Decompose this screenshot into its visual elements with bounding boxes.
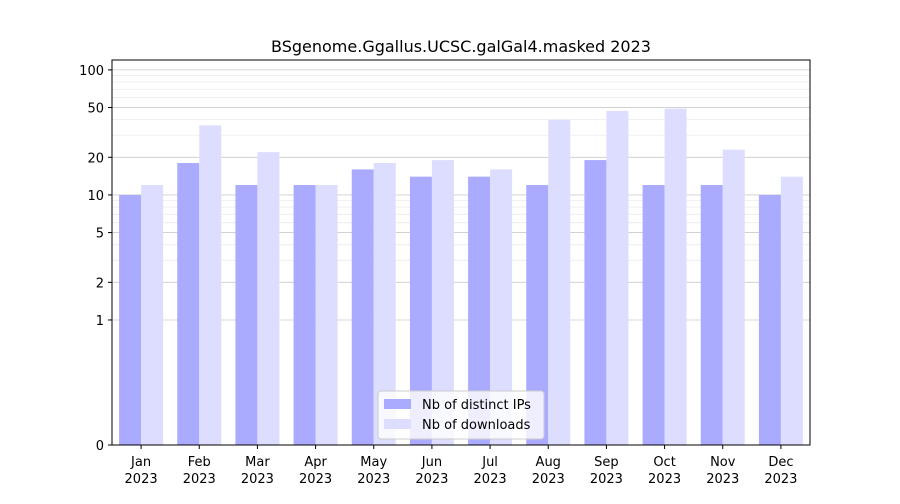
bar-downloads-jun: [431, 160, 454, 445]
x-tick-label-month: May: [360, 455, 387, 470]
x-tick-label-month: Jan: [130, 455, 151, 470]
y-tick-label: 50: [87, 102, 104, 117]
x-tick-label-year: 2023: [125, 472, 158, 487]
bar-distinct-ips-mar: [235, 185, 258, 445]
x-tick-label-month: Mar: [245, 455, 270, 470]
x-tick-label-month: Dec: [768, 455, 793, 470]
x-tick-label-year: 2023: [183, 472, 216, 487]
y-tick-label: 100: [79, 64, 104, 79]
y-tick-label: 5: [96, 227, 104, 242]
bar-distinct-ips-oct: [642, 185, 665, 445]
x-tick-label-month: Jun: [421, 455, 442, 470]
x-tick-label-month: Apr: [304, 455, 327, 470]
bar-distinct-ips-feb: [177, 163, 200, 445]
bar-distinct-ips-sep: [584, 160, 607, 445]
x-tick-label-year: 2023: [357, 472, 390, 487]
bar-downloads-mar: [257, 152, 280, 445]
x-tick-label-year: 2023: [764, 472, 797, 487]
legend: Nb of distinct IPs Nb of downloads: [377, 390, 545, 440]
y-tick-label: 20: [87, 151, 104, 166]
y-axis: 0 1 2 5 10 20 50 100: [79, 64, 112, 454]
bar-distinct-ips-jun: [409, 176, 432, 445]
x-tick-label-month: Sep: [594, 455, 619, 470]
y-tick-label: 0: [96, 439, 104, 454]
bar-distinct-ips-nov: [700, 185, 723, 445]
legend-box: [377, 390, 545, 440]
x-tick-label-year: 2023: [299, 472, 332, 487]
x-tick-label-month: Oct: [653, 455, 675, 470]
bar-downloads-apr: [315, 185, 338, 445]
bar-distinct-ips-jul: [468, 176, 491, 445]
x-tick-label-month: Aug: [536, 455, 561, 470]
x-tick-label-month: Nov: [710, 455, 736, 470]
bar-downloads-may: [373, 163, 396, 445]
bar-downloads-aug: [548, 119, 571, 446]
y-tick-label: 10: [87, 189, 104, 204]
legend-label: Nb of downloads: [422, 418, 531, 433]
plot-frame: [111, 59, 811, 446]
bar-downloads-nov: [722, 149, 745, 446]
bar-distinct-ips-may: [351, 169, 374, 445]
bar-distinct-ips-dec: [758, 194, 781, 445]
bar-downloads-feb: [199, 125, 222, 445]
x-tick-label-year: 2023: [415, 472, 448, 487]
chart-title: BSgenome.Ggallus.UCSC.galGal4.masked 202…: [271, 37, 651, 56]
legend-swatch: [384, 399, 411, 409]
bar-downloads-jul: [490, 169, 513, 445]
bar-distinct-ips-jan: [119, 194, 142, 445]
y-tick-label: 1: [96, 314, 104, 329]
legend-swatch: [384, 419, 411, 429]
bar-distinct-ips-apr: [293, 185, 316, 445]
x-axis: Jan 2023 Feb 2023 Mar 2023 Apr 2023 May 2023 Jun 20…: [125, 445, 797, 487]
y-tick-label: 2: [96, 276, 104, 291]
x-tick-label-year: 2023: [532, 472, 565, 487]
x-tick-label-year: 2023: [706, 472, 739, 487]
x-tick-label-month: Jul: [481, 455, 498, 470]
bar-distinct-ips-aug: [526, 185, 549, 445]
bar-downloads-jan: [141, 185, 164, 445]
legend-label: Nb of distinct IPs: [422, 398, 531, 413]
bar-downloads-dec: [780, 176, 803, 445]
bar-downloads-sep: [606, 110, 629, 445]
x-tick-label-month: Feb: [188, 455, 211, 470]
bars: [119, 108, 803, 446]
x-tick-label-year: 2023: [590, 472, 623, 487]
bar-downloads-oct: [664, 108, 687, 445]
x-tick-label-year: 2023: [648, 472, 681, 487]
x-tick-label-year: 2023: [474, 472, 507, 487]
x-tick-label-year: 2023: [241, 472, 274, 487]
